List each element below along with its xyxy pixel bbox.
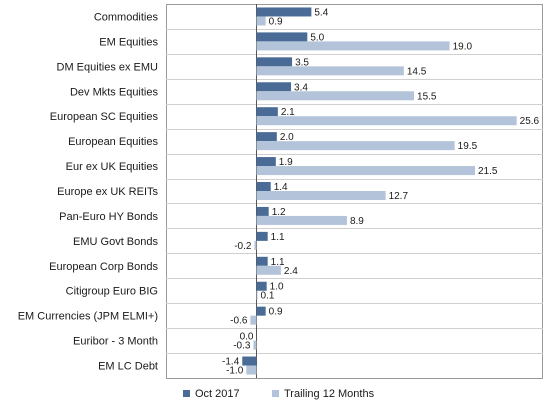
value-label: 21.5 — [478, 166, 498, 177]
bar-oct-2017 — [256, 157, 276, 167]
value-label: 1.0 — [270, 282, 284, 293]
category-row: Eur ex UK Equities 1.9 21.5 — [66, 157, 498, 177]
bar-oct-2017 — [256, 32, 308, 42]
category-label: Pan-Euro HY Bonds — [59, 211, 158, 223]
legend-swatch — [183, 390, 190, 397]
bar-oct-2017 — [256, 281, 267, 291]
value-label: 0.0 — [240, 332, 254, 343]
category-label: Commodities — [94, 11, 159, 23]
bar-trailing-12-months — [253, 340, 257, 350]
category-label: Citigroup Euro BIG — [66, 286, 158, 298]
category-label: Euribor - 3 Month — [73, 336, 158, 348]
bar-trailing-12-months — [256, 166, 475, 176]
bar-trailing-12-months — [256, 290, 258, 300]
bar-oct-2017 — [256, 182, 271, 191]
value-label: -0.2 — [234, 241, 252, 252]
value-label: 0.9 — [269, 16, 283, 27]
value-label: -0.3 — [233, 341, 251, 352]
bar-trailing-12-months — [250, 315, 257, 325]
bar-trailing-12-months — [256, 116, 517, 126]
value-label: 1.4 — [274, 182, 288, 193]
bar-oct-2017 — [256, 132, 277, 142]
value-label: 2.4 — [284, 266, 298, 277]
category-row: European SC Equities 2.1 25.6 — [50, 107, 540, 127]
category-row: EM Currencies (JPM ELMI+) 0.9 -0.6 — [18, 306, 283, 327]
value-label: 0.9 — [269, 307, 283, 318]
bar-oct-2017 — [242, 356, 257, 366]
category-label: EMU Govt Bonds — [73, 236, 158, 248]
value-label: 1.1 — [271, 257, 285, 268]
value-label: -1.4 — [222, 357, 240, 368]
value-label: -1.0 — [226, 366, 244, 377]
category-row: EM Equities 5.0 19.0 — [99, 32, 472, 52]
bar-oct-2017 — [256, 306, 266, 316]
bar-trailing-12-months — [256, 215, 347, 225]
value-label: 8.9 — [350, 216, 364, 227]
bar-oct-2017 — [256, 7, 312, 17]
bar-trailing-12-months — [256, 141, 455, 151]
bar-trailing-12-months — [246, 365, 257, 375]
bar-oct-2017 — [256, 206, 269, 216]
category-row: EMU Govt Bonds 1.1 -0.2 — [73, 231, 285, 252]
category-row: Euribor - 3 Month 0.0-0.3 — [73, 332, 257, 352]
legend-label: Trailing 12 Months — [284, 388, 375, 400]
bar-trailing-12-months — [256, 41, 450, 51]
category-label: EM LC Debt — [98, 361, 158, 373]
value-label: 1.2 — [272, 207, 286, 218]
category-label: European Corp Bonds — [49, 261, 158, 273]
value-label: 5.4 — [314, 7, 328, 18]
legend-swatch — [272, 390, 279, 397]
category-label: EM Currencies (JPM ELMI+) — [18, 311, 158, 323]
bar-trailing-12-months — [256, 16, 266, 26]
bar-trailing-12-months — [254, 240, 257, 250]
category-label: Dev Mkts Equities — [70, 86, 159, 98]
category-label: DM Equities ex EMU — [57, 61, 159, 73]
category-row: European Equities 2.0 19.5 — [68, 132, 478, 152]
category-row: EM LC Debt -1.4-1.0 — [98, 356, 257, 377]
plot-border — [166, 4, 543, 379]
value-label: 2.0 — [280, 132, 294, 143]
category-row: Citigroup Euro BIG 1.00.1 — [66, 281, 284, 302]
value-label: 15.5 — [417, 91, 437, 102]
value-label: 25.6 — [520, 116, 540, 127]
value-label: 19.5 — [458, 141, 478, 152]
category-label: European Equities — [68, 136, 158, 148]
value-label: 3.4 — [294, 82, 308, 93]
value-label: 1.9 — [279, 157, 293, 168]
category-row: Commodities 5.4 0.9 — [94, 7, 329, 27]
legend-label: Oct 2017 — [195, 388, 240, 400]
bar-trailing-12-months — [256, 66, 404, 76]
value-label: 0.1 — [261, 291, 275, 302]
category-label: Europe ex UK REITs — [57, 186, 158, 198]
category-row: DM Equities ex EMU 3.5 14.5 — [57, 57, 427, 77]
category-row: Dev Mkts Equities 3.4 15.5 — [70, 82, 437, 102]
category-label: Eur ex UK Equities — [66, 161, 159, 173]
bar-trailing-12-months — [256, 265, 281, 275]
value-label: 1.1 — [271, 232, 285, 243]
value-label: 5.0 — [310, 32, 324, 43]
bar-trailing-12-months — [256, 191, 386, 200]
bar-oct-2017 — [256, 107, 278, 117]
bar-oct-2017 — [256, 256, 268, 266]
legend: Oct 2017 Trailing 12 Months — [183, 388, 375, 400]
value-label: 14.5 — [407, 66, 427, 77]
value-label: 12.7 — [389, 191, 409, 202]
value-label: 3.5 — [295, 57, 309, 68]
category-rows: Commodities 5.4 0.9 EM Equities 5.0 19.0 DM Eq… — [18, 7, 540, 376]
bar-oct-2017 — [256, 231, 268, 241]
value-label: -0.6 — [230, 316, 248, 327]
category-label: EM Equities — [99, 36, 158, 48]
value-label: 19.0 — [453, 41, 473, 52]
plot-frame — [166, 4, 543, 379]
category-row: European Corp Bonds 1.12.4 — [49, 256, 298, 277]
value-label: 2.1 — [281, 107, 295, 118]
category-label: European SC Equities — [50, 111, 159, 123]
category-row: Pan-Euro HY Bonds 1.2 8.9 — [59, 206, 364, 227]
bar-trailing-12-months — [256, 91, 415, 101]
bar-oct-2017 — [256, 57, 293, 67]
category-row: Europe ex UK REITs 1.4 12.7 — [57, 182, 408, 202]
bar-oct-2017 — [256, 82, 292, 92]
